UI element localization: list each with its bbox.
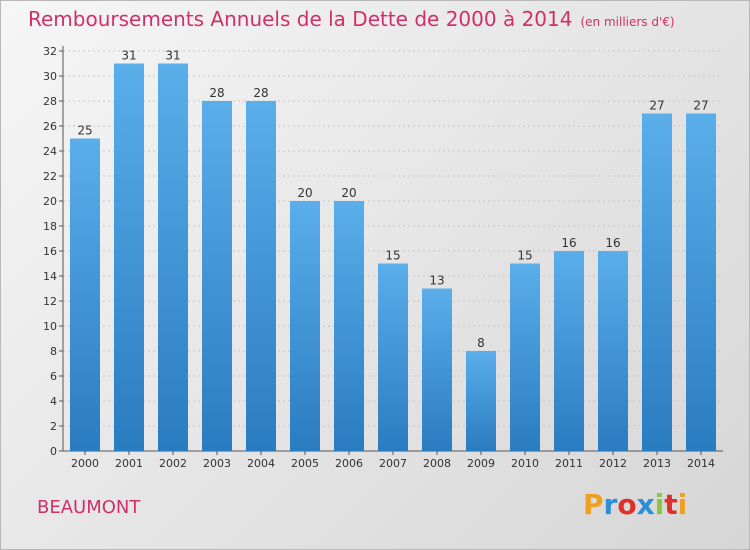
x-tick-label-2002: 2002 — [159, 457, 187, 470]
logo-letter: t — [664, 488, 678, 521]
x-tick-label-2003: 2003 — [203, 457, 231, 470]
chart-unit: (en milliers d'€) — [580, 15, 675, 29]
city-name: BEAUMONT — [37, 497, 141, 518]
bar-2011 — [554, 251, 584, 451]
bar-2009 — [466, 351, 496, 451]
value-label-2002: 31 — [165, 49, 180, 63]
logo-letter: P — [583, 488, 604, 521]
value-label-2013: 27 — [649, 99, 664, 113]
x-tick-label-2004: 2004 — [247, 457, 275, 470]
value-label-2007: 15 — [385, 249, 400, 263]
x-tick-label-2007: 2007 — [379, 457, 407, 470]
x-tick-label-2010: 2010 — [511, 457, 539, 470]
y-tick-label: 30 — [43, 70, 57, 83]
logo-letter: i — [654, 488, 665, 521]
bar-2002 — [158, 63, 188, 451]
value-label-2008: 13 — [429, 274, 444, 288]
x-tick-label-2006: 2006 — [335, 457, 363, 470]
y-tick-label: 12 — [43, 295, 57, 308]
y-tick-label: 22 — [43, 170, 57, 183]
x-tick-label-2009: 2009 — [467, 457, 495, 470]
y-tick-label: 26 — [43, 120, 57, 133]
value-label-2001: 31 — [121, 49, 136, 63]
bar-2003 — [202, 101, 232, 451]
bar-2006 — [334, 201, 364, 451]
value-label-2014: 27 — [693, 99, 708, 113]
bar-2004 — [246, 101, 276, 451]
y-tick-label: 10 — [43, 320, 57, 333]
y-tick-label: 20 — [43, 195, 57, 208]
bar-2007 — [378, 263, 408, 451]
y-tick-label: 16 — [43, 245, 57, 258]
bar-2013 — [642, 113, 672, 451]
value-labels: 25 31 31 28 28 20 20 15 13 8 15 16 16 27 27 — [77, 49, 708, 351]
y-tick-label: 4 — [50, 395, 57, 408]
logo-letter: r — [603, 488, 618, 521]
chart-title: Remboursements Annuels de la Dette de 20… — [28, 7, 675, 31]
value-label-2004: 28 — [253, 86, 268, 100]
logo-letter: i — [677, 488, 688, 521]
bar-2000 — [70, 138, 100, 451]
value-label-2003: 28 — [209, 86, 224, 100]
proxiti-logo: Proxiti — [583, 488, 687, 521]
x-tick-label-2005: 2005 — [291, 457, 319, 470]
x-tick-label-2011: 2011 — [555, 457, 583, 470]
value-label-2000: 25 — [77, 124, 92, 138]
bar-2005 — [290, 201, 320, 451]
x-tick-label-2013: 2013 — [643, 457, 671, 470]
y-tick-label: 32 — [43, 45, 57, 58]
bar-2008 — [422, 288, 452, 451]
x-tick-label-2000: 2000 — [71, 457, 99, 470]
bar-2010 — [510, 263, 540, 451]
value-label-2009: 8 — [477, 336, 485, 350]
value-label-2006: 20 — [341, 186, 356, 200]
y-tick-label: 14 — [43, 270, 57, 283]
y-tick-label: 18 — [43, 220, 57, 233]
value-label-2010: 15 — [517, 249, 532, 263]
value-label-2011: 16 — [561, 236, 576, 250]
x-tick-label-2008: 2008 — [423, 457, 451, 470]
y-tick-label: 24 — [43, 145, 57, 158]
logo-letter: x — [636, 488, 655, 521]
logo-letter: o — [617, 488, 637, 521]
y-tick-label: 8 — [50, 345, 57, 358]
y-tick-label: 2 — [50, 420, 57, 433]
y-tick-label: 6 — [50, 370, 57, 383]
bar-2014 — [686, 113, 716, 451]
y-tick-label: 28 — [43, 95, 57, 108]
bar-2012 — [598, 251, 628, 451]
x-tick-label-2014: 2014 — [687, 457, 715, 470]
x-tick-label-2012: 2012 — [599, 457, 627, 470]
y-tick-label: 0 — [50, 445, 57, 458]
bars — [70, 63, 716, 451]
bar-2001 — [114, 63, 144, 451]
value-label-2012: 16 — [605, 236, 620, 250]
chart-title-text: Remboursements Annuels de la Dette de 20… — [28, 7, 573, 31]
x-tick-label-2001: 2001 — [115, 457, 143, 470]
value-label-2005: 20 — [297, 186, 312, 200]
